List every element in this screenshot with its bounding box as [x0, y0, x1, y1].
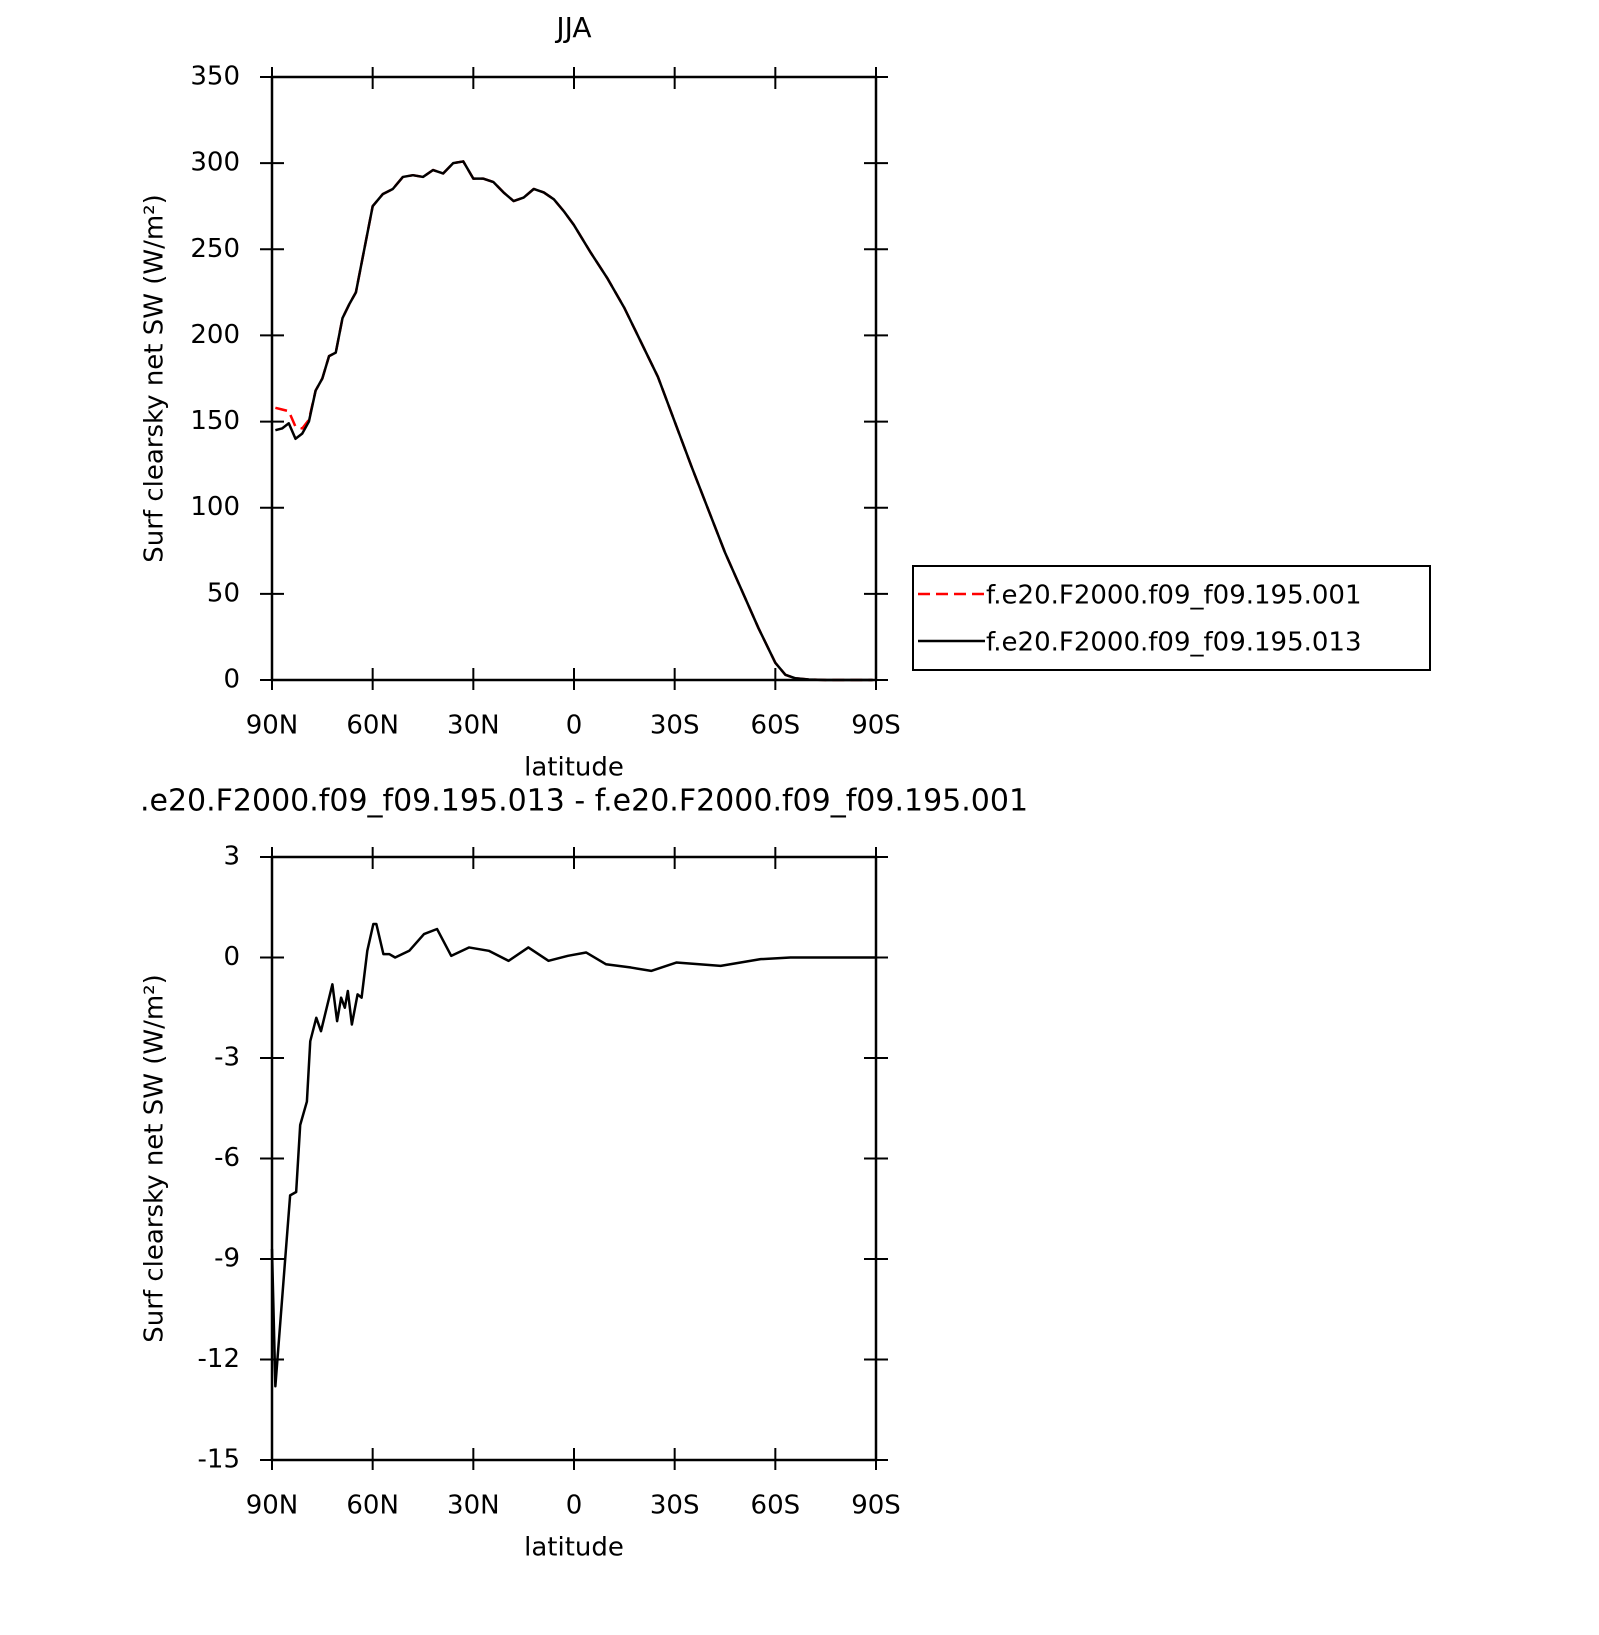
series-line: [270, 922, 876, 1388]
y-tick-label: 0: [223, 665, 240, 695]
y-tick-label: 350: [190, 62, 240, 92]
y-tick-label: 300: [190, 148, 240, 178]
x-tick-label: 30N: [447, 711, 500, 741]
y-tick-label: -12: [198, 1344, 240, 1374]
y-axis-label: Surf clearsky net SW (W/m²): [140, 194, 170, 562]
y-tick-label: 250: [190, 234, 240, 264]
x-tick-label: 60N: [346, 711, 399, 741]
legend: f.e20.F2000.f09_f09.195.001 f.e20.F2000.f…: [912, 565, 1431, 671]
x-tick-label: 30S: [650, 1491, 700, 1521]
chart-title: JJA: [554, 11, 591, 44]
y-tick-label: 200: [190, 320, 240, 350]
y-tick-label: -6: [214, 1143, 240, 1173]
x-tick-label: 60S: [751, 711, 801, 741]
legend-label: f.e20.F2000.f09_f09.195.013: [986, 628, 1362, 658]
y-tick-label: 0: [223, 942, 240, 972]
x-tick-label: 60S: [751, 1491, 801, 1521]
x-tick-label: 90N: [246, 711, 299, 741]
x-tick-label: 30N: [447, 1491, 500, 1521]
y-tick-label: 150: [190, 406, 240, 436]
x-tick-label: 90N: [246, 1491, 299, 1521]
plot-frame: [270, 855, 878, 1462]
x-tick-label: 0: [566, 1491, 583, 1521]
y-tick-label: -15: [198, 1445, 240, 1475]
y-axis-label: Surf clearsky net SW (W/m²): [140, 974, 170, 1342]
legend-box: [912, 565, 1431, 671]
plot-frame: [270, 75, 878, 682]
y-tick-label: 3: [223, 842, 240, 872]
y-tick-label: -3: [214, 1043, 240, 1073]
x-tick-label: 60N: [346, 1491, 399, 1521]
x-tick-label: 30S: [650, 711, 700, 741]
series-line: [275, 160, 873, 682]
x-axis-label: latitude: [524, 1533, 624, 1563]
y-tick-label: 100: [190, 492, 240, 522]
x-axis-label: latitude: [524, 753, 624, 783]
series-line: [275, 160, 873, 682]
y-tick-label: 50: [207, 578, 240, 608]
y-tick-label: -9: [214, 1244, 240, 1274]
x-tick-label: 90S: [851, 1491, 901, 1521]
chart-title: .e20.F2000.f09_f09.195.013 - f.e20.F2000…: [140, 784, 1028, 819]
x-tick-label: 90S: [851, 711, 901, 741]
legend-label: f.e20.F2000.f09_f09.195.001: [986, 581, 1362, 611]
x-tick-label: 0: [566, 711, 583, 741]
